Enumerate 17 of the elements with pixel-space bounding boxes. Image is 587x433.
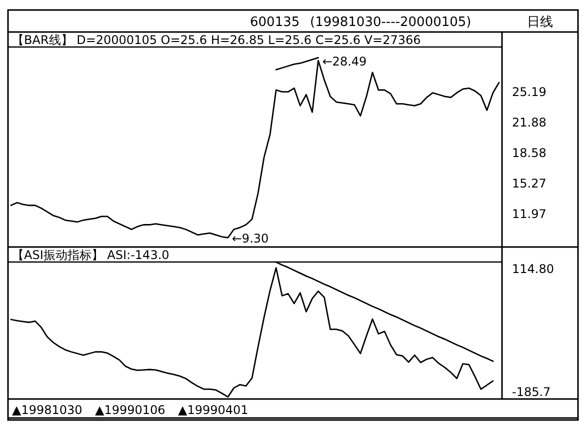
- y-tick-label: 18.58: [512, 146, 546, 160]
- text: ▲19981030: [12, 403, 82, 417]
- chart-title: 【ASI振动指标】 ASI:-143.0: [12, 248, 170, 262]
- text: 600135: [250, 15, 300, 30]
- annotation: ←28.49: [322, 54, 367, 69]
- y-tick-label: 21.88: [512, 116, 546, 130]
- text: 日线: [527, 15, 553, 30]
- annotation: ←9.30: [232, 232, 269, 246]
- chart-title: 【BAR线】 D=20000105 O=25.6 H=26.85 L=25.6 C=25.6 V=27366: [12, 33, 421, 47]
- y-tick-label: 11.97: [512, 207, 546, 222]
- y-tick-label: -185.7: [512, 385, 551, 400]
- text: ▲19990106: [95, 403, 166, 417]
- text: (19981030----20000105): [310, 15, 472, 30]
- text: ▲19990401: [178, 403, 248, 417]
- y-tick-label: 15.27: [512, 176, 546, 191]
- y-tick-label: 25.19: [512, 85, 546, 100]
- y-tick-label: 114.80: [512, 262, 554, 276]
